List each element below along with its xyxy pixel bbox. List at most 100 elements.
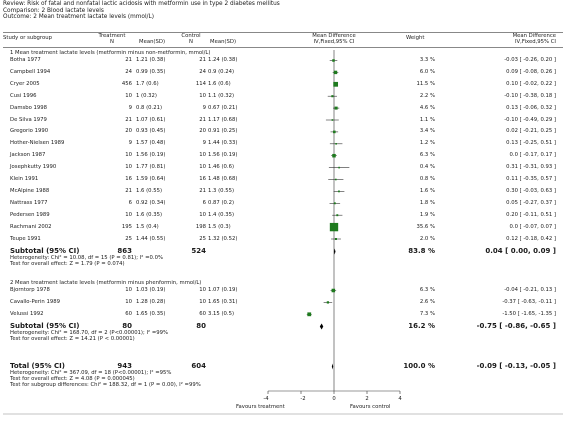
- total-control-n: 604: [191, 362, 206, 370]
- study-ci: 0.05 [ -0.27, 0.37 ]: [506, 199, 556, 206]
- treatment-n: 10: [125, 287, 132, 293]
- study-ci: 0.31 [ -0.31, 0.93 ]: [506, 164, 556, 171]
- treatment-mean-sd: 1.07 (0.61): [136, 116, 166, 123]
- treatment-n: 10: [125, 211, 132, 218]
- study-name: Velussi 1992: [10, 310, 44, 317]
- treatment-mean-sd: 1.56 (0.19): [136, 152, 166, 159]
- treatment-n: 10: [125, 164, 132, 171]
- study-weight: 4.6 %: [419, 104, 435, 111]
- study-name: Jackson 1987: [10, 152, 46, 159]
- study-weight-square: [331, 95, 334, 98]
- study-ci: -0.04 [ -0.21, 0.13 ]: [504, 287, 556, 293]
- control-mean-sd: 1.56 (0.19): [208, 152, 238, 159]
- treatment-mean-sd: 1.57 (0.48): [136, 140, 166, 147]
- study-weight: 3.4 %: [419, 128, 435, 135]
- study-weight: 11.5 %: [416, 80, 435, 87]
- study-weight-square: [332, 59, 335, 62]
- favours-treatment-label: Favours treatment: [236, 404, 285, 410]
- study-weight: 1.8 %: [419, 199, 435, 206]
- study-weight-square: [334, 238, 337, 240]
- axis-tick-label: 0: [332, 396, 336, 402]
- treatment-mean-sd: 1.6 (0.55): [136, 187, 163, 194]
- control-mean-sd: 1.48 (0.68): [208, 176, 238, 182]
- treatment-n: 60: [125, 310, 132, 317]
- study-weight: 2.2 %: [419, 92, 435, 99]
- treatment-n: 21: [125, 57, 132, 63]
- treatment-n: 10: [125, 298, 132, 305]
- header-bottom-rule: [3, 47, 563, 48]
- control-n: 10: [199, 298, 206, 305]
- control-n: 10: [199, 152, 206, 159]
- study-ci: 0.0 [ -0.17, 0.17 ]: [509, 152, 556, 159]
- control-n: 9: [202, 104, 206, 111]
- study-name: Gregorio 1990: [10, 128, 49, 135]
- group-1-subtotal-label: Subtotal (95% CI): [10, 247, 80, 255]
- group-2-heterogeneity: Heterogeneity: Chi² = 168.70, df = 2 (P<…: [10, 330, 169, 336]
- axis-tick-label: -4: [263, 396, 269, 402]
- treatment-mean-sd: 1.03 (0.19): [136, 287, 166, 293]
- total-weight: 100.0 %: [403, 362, 435, 370]
- total-diamond: [331, 363, 334, 370]
- subgroup-differences-test: Test for subgroup differences: Chi² = 18…: [10, 382, 201, 388]
- control-n: 25: [199, 235, 206, 242]
- study-weight-square: [336, 214, 339, 217]
- treatment-n: 21: [125, 187, 132, 194]
- group-2-subtotal-control-n: 80: [196, 322, 206, 330]
- study-weight: 3.3 %: [419, 57, 435, 63]
- treatment-mean-sd: 0.99 (0.35): [136, 68, 166, 75]
- group-1-heterogeneity: Heterogeneity: Chi² = 10.08, df = 15 (P …: [10, 255, 163, 261]
- axis-tick-label: 2: [365, 396, 369, 402]
- study-weight: 2.0 %: [419, 235, 435, 242]
- study-name: De Silva 1979: [10, 116, 47, 123]
- study-name: Hother-Nielsen 1989: [10, 140, 65, 147]
- study-ci: -1.50 [ -1.65, -1.35 ]: [502, 310, 556, 317]
- header-top-rule: [3, 32, 563, 33]
- control-mean-sd: 0.91 (0.25): [208, 128, 238, 135]
- treatment-mean-sd: 0.93 (0.45): [136, 128, 166, 135]
- study-ci: 0.02 [ -0.21, 0.25 ]: [506, 128, 556, 135]
- study-ci: -0.10 [ -0.38, 0.18 ]: [504, 92, 556, 99]
- control-mean-sd: 1.17 (0.68): [208, 116, 238, 123]
- study-weight-square: [335, 143, 337, 145]
- treatment-mean-sd: 1 (0.32): [136, 92, 157, 99]
- group-2-title: 2 Mean treatment lactate levels (metform…: [10, 280, 202, 286]
- control-mean-sd: 1.1 (0.32): [208, 92, 235, 99]
- control-n: 21: [199, 57, 206, 63]
- study-ci: 0.12 [ -0.18, 0.42 ]: [506, 235, 556, 242]
- control-n: 21: [199, 187, 206, 194]
- treatment-n: 25: [125, 235, 132, 242]
- group-1-subtotal-treatment-n: 863: [117, 247, 132, 255]
- subtotal-2-diamond: [319, 323, 324, 330]
- study-ci: 0.30 [ -0.03, 0.63 ]: [506, 187, 556, 194]
- treatment-mean-sd: 1.28 (0.28): [136, 298, 166, 305]
- treatment-n: 6: [128, 199, 132, 206]
- group-2-subtotal-label: Subtotal (95% CI): [10, 322, 80, 330]
- study-weight-square: [333, 202, 336, 205]
- study-weight: 0.8 %: [419, 176, 435, 182]
- study-weight-square: [333, 81, 339, 87]
- study-weight: 6.3 %: [419, 287, 435, 293]
- study-name: Teupe 1991: [10, 235, 41, 242]
- control-n: 10: [199, 92, 206, 99]
- study-ci: -0.10 [ -0.49, 0.29 ]: [504, 116, 556, 123]
- control-mean-sd: 1.44 (0.33): [208, 140, 238, 147]
- study-ci: -0.37 [ -0.63, -0.11 ]: [502, 298, 556, 305]
- col-control: Control: [181, 33, 201, 39]
- control-n: 20: [199, 128, 206, 135]
- study-weight-square: [334, 106, 338, 110]
- study-weight-square: [307, 312, 312, 317]
- study-ci: 0.10 [ -0.02, 0.22 ]: [506, 80, 556, 87]
- treatment-mean-sd: 1.44 (0.55): [136, 235, 166, 242]
- study-weight: 0.4 %: [419, 164, 435, 171]
- study-ci: 0.09 [ -0.08, 0.26 ]: [506, 68, 556, 75]
- study-weight: 1.6 %: [419, 187, 435, 194]
- control-n: 16: [199, 176, 206, 182]
- study-weight-square: [338, 190, 340, 193]
- control-n: 6: [202, 199, 206, 206]
- outcome-title: Outcome: 2 Mean treatment lactate levels…: [3, 14, 155, 20]
- control-n: 24: [199, 68, 206, 75]
- control-mean-sd: 1.4 (0.35): [208, 211, 235, 218]
- total-ci: -0.09 [ -0.13, -0.05 ]: [476, 362, 556, 370]
- treatment-n: 456: [121, 80, 132, 87]
